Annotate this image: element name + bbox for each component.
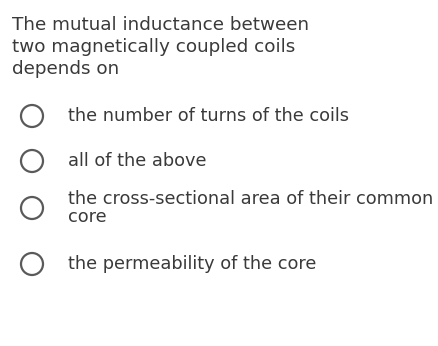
Text: the permeability of the core: the permeability of the core bbox=[68, 255, 316, 273]
Text: two magnetically coupled coils: two magnetically coupled coils bbox=[12, 38, 295, 56]
Text: all of the above: all of the above bbox=[68, 152, 206, 170]
Text: the number of turns of the coils: the number of turns of the coils bbox=[68, 107, 349, 125]
Text: the cross-sectional area of their common: the cross-sectional area of their common bbox=[68, 190, 433, 208]
Text: The mutual inductance between: The mutual inductance between bbox=[12, 16, 309, 34]
Text: depends on: depends on bbox=[12, 60, 119, 78]
Text: core: core bbox=[68, 208, 106, 226]
